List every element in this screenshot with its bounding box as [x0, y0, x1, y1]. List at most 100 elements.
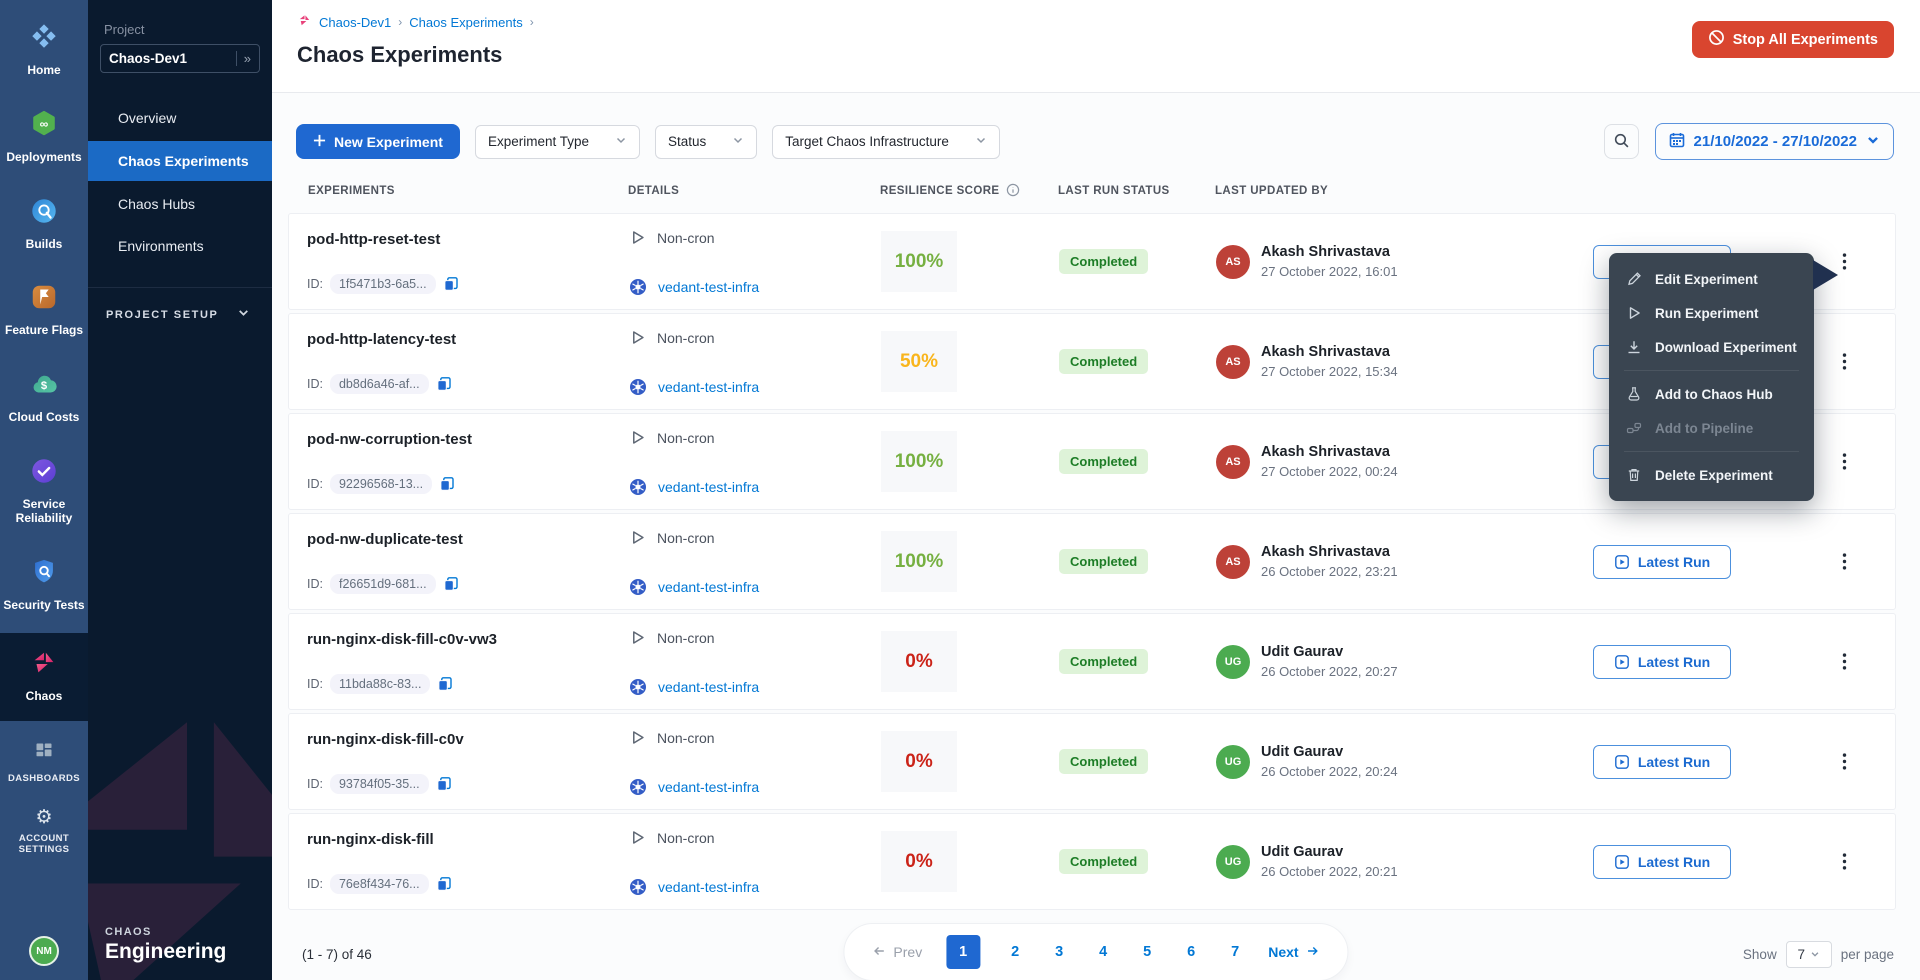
page-size-select[interactable]: 7	[1786, 941, 1832, 968]
menu-caret	[1813, 260, 1838, 290]
row-menu-button[interactable]	[1829, 749, 1860, 774]
page-2-button[interactable]: 2	[1006, 944, 1024, 960]
menu-item-run-experiment[interactable]: Run Experiment	[1609, 296, 1814, 330]
module-home[interactable]: Home	[0, 12, 88, 88]
breadcrumb-project-link[interactable]: Chaos-Dev1	[319, 15, 391, 30]
filter-status[interactable]: Status	[655, 125, 757, 159]
latest-run-button[interactable]: Latest Run	[1593, 745, 1731, 779]
feature-flags-icon	[29, 282, 59, 317]
table-row: run-nginx-disk-fill-c0v ID: 93784f05-35.…	[288, 713, 1896, 810]
menu-item-add-to-chaos-hub[interactable]: Add to Chaos Hub	[1609, 377, 1814, 411]
latest-run-button[interactable]: Latest Run	[1593, 845, 1731, 879]
schedule-type: Non-cron	[657, 330, 715, 346]
module-cloud-costs[interactable]: $ Cloud Costs	[0, 359, 88, 435]
row-menu-button[interactable]	[1829, 849, 1860, 874]
infrastructure-link[interactable]: vedant-test-infra	[658, 479, 759, 495]
new-experiment-button[interactable]: New Experiment	[296, 124, 460, 159]
copy-icon[interactable]	[443, 576, 459, 592]
row-menu-button[interactable]	[1829, 549, 1860, 574]
module-builds[interactable]: Builds	[0, 186, 88, 262]
experiment-name[interactable]: pod-nw-duplicate-test	[307, 531, 629, 548]
project-selector[interactable]: Chaos-Dev1 »	[100, 44, 260, 73]
infrastructure-link[interactable]: vedant-test-infra	[658, 279, 759, 295]
sidebar-item-chaos-experiments[interactable]: Chaos Experiments	[88, 141, 272, 181]
menu-item-download-experiment[interactable]: Download Experiment	[1609, 330, 1814, 364]
experiment-name[interactable]: run-nginx-disk-fill	[307, 831, 629, 848]
copy-icon[interactable]	[436, 376, 452, 392]
search-icon	[1613, 132, 1630, 152]
experiment-name[interactable]: run-nginx-disk-fill-c0v-vw3	[307, 631, 629, 648]
sidebar-item-overview[interactable]: Overview	[88, 97, 272, 139]
latest-run-button[interactable]: Latest Run	[1593, 645, 1731, 679]
menu-item-edit-experiment[interactable]: Edit Experiment	[1609, 262, 1814, 296]
table-row: run-nginx-disk-fill ID: 76e8f434-76... N…	[288, 813, 1896, 910]
infrastructure-link[interactable]: vedant-test-infra	[658, 579, 759, 595]
page-6-button[interactable]: 6	[1182, 944, 1200, 960]
page-5-button[interactable]: 5	[1138, 944, 1156, 960]
menu-item-delete-experiment[interactable]: Delete Experiment	[1609, 458, 1814, 492]
chaos-breadcrumb-icon	[297, 13, 312, 31]
run-report-icon	[1614, 654, 1630, 670]
latest-run-button[interactable]: Latest Run	[1593, 545, 1731, 579]
copy-icon[interactable]	[443, 276, 459, 292]
page-7-button[interactable]: 7	[1226, 944, 1244, 960]
infrastructure-link[interactable]: vedant-test-infra	[658, 879, 759, 895]
module-service-reliability[interactable]: Service Reliability	[0, 446, 88, 536]
experiment-name[interactable]: pod-http-reset-test	[307, 231, 629, 248]
svg-text:∞: ∞	[40, 117, 49, 131]
page-4-button[interactable]: 4	[1094, 944, 1112, 960]
chevron-down-icon	[732, 134, 744, 149]
module-chaos[interactable]: Chaos	[0, 633, 88, 721]
sidebar-item-chaos-hubs[interactable]: Chaos Hubs	[88, 183, 272, 225]
date-range-picker[interactable]: 21/10/2022 - 27/10/2022	[1655, 123, 1894, 160]
page-1-button[interactable]: 1	[946, 935, 980, 969]
home-icon	[29, 22, 59, 57]
experiment-id: 11bda88c-83...	[330, 674, 430, 694]
experiment-name[interactable]: pod-http-latency-test	[307, 331, 629, 348]
experiment-name[interactable]: pod-nw-corruption-test	[307, 431, 629, 448]
breadcrumb-page-link[interactable]: Chaos Experiments	[409, 15, 522, 30]
copy-icon[interactable]	[439, 476, 455, 492]
stop-all-experiments-button[interactable]: Stop All Experiments	[1692, 21, 1894, 58]
module-account-settings[interactable]: ⚙ ACCOUNT SETTINGS	[0, 801, 88, 862]
chevron-down-icon	[1810, 947, 1820, 962]
menu-divider	[1624, 370, 1799, 371]
next-page-button[interactable]: Next	[1268, 944, 1319, 961]
avatar: UG	[1216, 745, 1250, 779]
project-name: Chaos-Dev1	[109, 51, 236, 66]
kubernetes-icon	[629, 278, 647, 296]
row-menu-button[interactable]	[1829, 349, 1860, 374]
module-feature-flags[interactable]: Feature Flags	[0, 272, 88, 348]
resilience-score: 100%	[881, 231, 957, 292]
prev-page-button[interactable]: Prev	[872, 944, 922, 961]
copy-icon[interactable]	[437, 676, 453, 692]
calendar-icon	[1669, 132, 1685, 152]
id-label: ID:	[307, 377, 323, 391]
filter-target-infrastructure[interactable]: Target Chaos Infrastructure	[772, 125, 1000, 159]
infrastructure-link[interactable]: vedant-test-infra	[658, 679, 759, 695]
download-icon	[1626, 339, 1642, 355]
schedule-type: Non-cron	[657, 830, 715, 846]
user-avatar[interactable]: NM	[29, 936, 59, 966]
search-button[interactable]	[1604, 124, 1639, 159]
project-sidebar: Project Chaos-Dev1 » OverviewChaos Exper…	[88, 0, 272, 980]
row-menu-button[interactable]	[1829, 649, 1860, 674]
info-icon[interactable]	[1006, 183, 1020, 200]
toolbar: New Experiment Experiment Type Status Ta…	[272, 93, 1920, 169]
infrastructure-link[interactable]: vedant-test-infra	[658, 379, 759, 395]
row-menu-button[interactable]	[1829, 449, 1860, 474]
module-security-tests[interactable]: Security Tests	[0, 547, 88, 623]
module-deployments[interactable]: ∞ Deployments	[0, 99, 88, 175]
experiment-name[interactable]: run-nginx-disk-fill-c0v	[307, 731, 629, 748]
menu-divider	[1624, 451, 1799, 452]
filter-experiment-type[interactable]: Experiment Type	[475, 125, 640, 159]
project-setup-toggle[interactable]: PROJECT SETUP	[88, 287, 272, 324]
page-3-button[interactable]: 3	[1050, 944, 1068, 960]
module-dashboards[interactable]: DASHBOARDS	[0, 733, 88, 791]
copy-icon[interactable]	[436, 876, 452, 892]
chaos-icon	[29, 648, 59, 683]
copy-icon[interactable]	[436, 776, 452, 792]
sidebar-item-environments[interactable]: Environments	[88, 225, 272, 267]
infrastructure-link[interactable]: vedant-test-infra	[658, 779, 759, 795]
updated-timestamp: 27 October 2022, 15:34	[1261, 364, 1398, 379]
